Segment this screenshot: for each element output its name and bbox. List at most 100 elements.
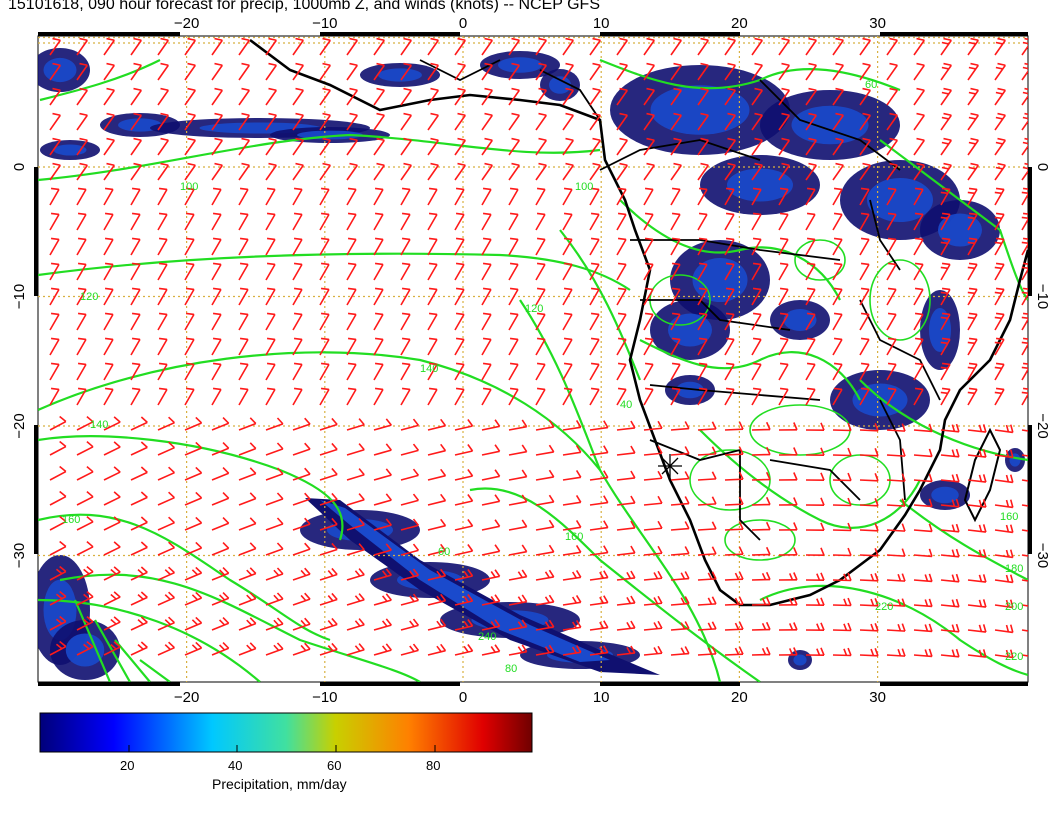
wind-barb [994,449,1014,459]
wind-barb [481,469,501,481]
wind-barb [994,499,1014,509]
wind-barb [670,621,690,631]
coastline [249,38,1028,607]
wind-barb [265,467,284,481]
wind-barb [103,441,121,456]
wind-barb [211,212,222,231]
wind-barb [778,87,790,106]
wind-barb [616,237,627,256]
wind-barb [184,287,195,306]
wind-barb [319,567,338,581]
wind-barb [643,387,654,406]
precip-core [931,486,959,504]
wind-barb [427,87,439,106]
wind-barb [184,516,203,531]
contour-label: 160 [565,531,583,543]
wind-barb [157,62,169,81]
wind-barb [535,619,555,631]
wind-barb [49,387,60,406]
wind-barb [49,515,67,531]
wind-barb [994,37,1006,56]
wind-barb [508,187,519,206]
wind-barb [805,287,816,306]
country-border [859,299,941,401]
wind-barb [427,312,438,331]
wind-barb [535,187,546,206]
wind-barb [778,547,798,556]
colorbar-tick-20: 20 [120,758,135,773]
wind-barb [751,187,762,206]
wind-barb [724,87,736,106]
wind-barb [238,237,249,256]
wind-barb [589,162,601,181]
wind-barb [157,337,168,356]
wind-barb [292,112,304,131]
wind-barb [346,418,365,431]
wind-barb [184,491,203,506]
wind-barb [1021,37,1028,56]
wind-barb [724,187,735,206]
wind-barb [157,162,169,181]
wind-barb [724,37,736,56]
wind-barb [535,37,547,56]
wind-barb [49,87,61,106]
wind-barb [913,573,933,583]
lon-label-top: −10 [312,15,337,32]
wind-barb [130,566,148,581]
wind-barb [373,112,385,131]
wind-barb [103,112,115,131]
wind-barb [913,87,925,106]
wind-barb [400,568,420,581]
wind-barb [346,37,358,56]
wind-barb [589,545,609,556]
wind-barb [562,112,574,131]
wind-barb [616,137,628,156]
wind-barb [967,549,987,558]
contour-label: 80 [505,663,517,675]
wind-barb [319,417,338,431]
wind-barb [427,518,447,531]
wind-barb [400,312,411,331]
wind-barb [589,262,600,281]
wind-barb [265,442,284,456]
wind-barb [670,187,681,206]
wind-barb [454,37,466,56]
wind-barb [184,541,203,556]
wind-barb [994,262,1005,281]
wind-barb [886,548,906,557]
wind-barb [589,387,600,406]
wind-barb [265,567,284,581]
colorbar-tick-60: 60 [327,758,342,773]
wind-barb [130,641,148,656]
wind-barb [913,37,925,56]
wind-barb [400,643,420,656]
wind-barb [427,468,447,481]
country-border [599,139,761,171]
wind-barb [616,445,636,456]
wind-barb [103,491,121,506]
wind-barb [616,545,636,556]
wind-barb [454,137,466,156]
wind-barb [724,496,744,506]
wind-barb [967,524,987,533]
wind-barb [805,162,817,181]
wind-barb [778,137,790,156]
wind-barb [886,648,906,657]
wind-barb [346,362,357,381]
lon-label-bottom: −20 [174,689,199,706]
wind-barb [454,619,474,631]
wind-barb [535,544,555,556]
wind-barb [130,287,141,306]
wind-barb [130,162,142,181]
wind-barb [157,466,175,481]
wind-barb [832,572,852,582]
precip-core [378,68,422,82]
wind-barb [346,493,365,506]
wind-barb [319,237,330,256]
wind-barb [508,87,520,106]
colorbar-tick-40: 40 [228,758,243,773]
wind-barb [913,187,924,206]
wind-barb [400,543,420,556]
country-border [769,459,861,501]
wind-barb [616,420,636,431]
